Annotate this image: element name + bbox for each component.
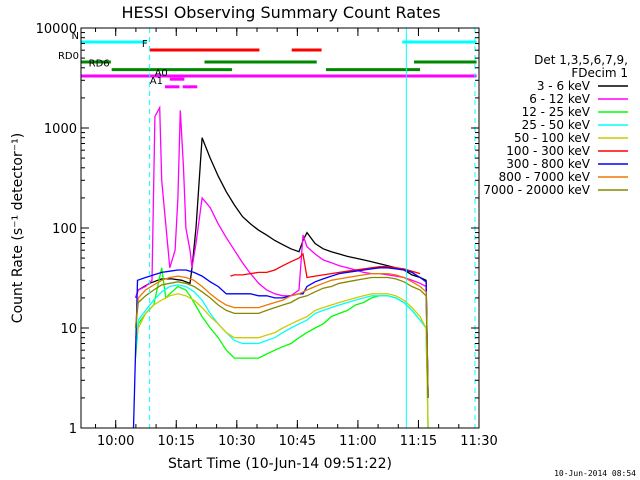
legend-label-7: 800 - 7000 keV: [499, 170, 591, 184]
x-axis-label: Start Time (10-Jun-14 09:51:22): [168, 456, 392, 472]
flag-label-0: N: [72, 31, 79, 42]
flag-label-6: A0: [155, 68, 168, 79]
y-tick-label-4: 10000: [36, 22, 77, 37]
x-tick-label-5: 11:15: [400, 434, 437, 449]
plot-frame: [80, 27, 480, 429]
series-line-0: [134, 137, 429, 398]
series-line-5: [230, 252, 421, 279]
legend-label-5: 100 - 300 keV: [506, 144, 590, 158]
legend-label-1: 6 - 12 keV: [529, 92, 591, 106]
series-line-4: [134, 293, 429, 429]
chart-title: HESSI Observing Summary Count Rates: [121, 3, 440, 22]
series-line-8: [134, 276, 429, 398]
x-tick-label-2: 10:30: [218, 434, 255, 449]
legend-label-6: 300 - 800 keV: [506, 157, 590, 171]
flag-label-2: RD0: [58, 51, 79, 62]
axis-ticks: 10:00 10:15 10:30 10:45 11:00 11:15 11:30 1 10 10…: [36, 22, 498, 449]
legend-label-4: 50 - 100 keV: [514, 131, 591, 145]
legend-label-3: 25 - 50 keV: [522, 118, 591, 132]
y-tick-label-3: 1000: [44, 122, 77, 137]
x-tick-label-0: 10:00: [97, 434, 134, 449]
x-tick-label-1: 10:15: [158, 434, 195, 449]
series-line-2: [134, 267, 429, 429]
legend-header-1: FDecim 1: [571, 66, 628, 80]
x-tick-label-3: 10:45: [279, 434, 316, 449]
series-line-7: [134, 272, 429, 398]
y-tick-label-1: 10: [60, 322, 77, 337]
plot-series: [132, 105, 429, 429]
y-axis-label: Count Rate (s⁻¹ detector⁻¹): [10, 133, 26, 323]
series-line-6: [132, 267, 429, 429]
legend-label-2: 12 - 25 keV: [522, 105, 591, 119]
series-line-1: [134, 105, 429, 398]
legend-header-0: Det 1,3,5,6,7,9,: [534, 53, 628, 67]
flag-vlines: [80, 28, 476, 428]
flag-label-1: F: [142, 39, 148, 50]
footer-timestamp: 10-Jun-2014 08:54: [554, 469, 636, 478]
y-tick-label-0: 1: [69, 422, 77, 437]
flag-label-3: RD6: [89, 59, 110, 70]
series-line-3: [134, 284, 429, 429]
legend-label-8: 7000 - 20000 keV: [483, 183, 590, 197]
flag-label-5: A1: [150, 76, 163, 87]
legend-label-0: 3 - 6 keV: [537, 79, 591, 93]
x-tick-label-6: 11:30: [460, 434, 497, 449]
x-tick-label-4: 11:00: [339, 434, 376, 449]
y-tick-label-2: 100: [52, 222, 77, 237]
